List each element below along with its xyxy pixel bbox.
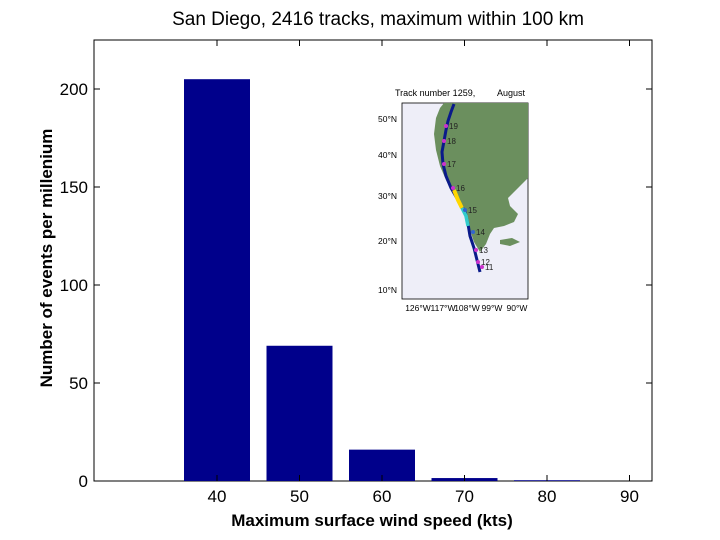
track-day-marker (451, 186, 455, 190)
bar-40 (184, 79, 250, 481)
track-day-marker (476, 260, 480, 264)
x-tick-label: 40 (208, 487, 227, 506)
inset-lon-label: 117°W (431, 303, 456, 313)
x-tick-label: 80 (538, 487, 557, 506)
inset-lat-label: 50°N (378, 114, 397, 124)
track-day-label: 17 (447, 160, 456, 169)
y-tick-label: 200 (60, 80, 88, 99)
y-tick-label: 0 (79, 472, 88, 491)
inset-lon-label: 126°W (405, 303, 431, 313)
track-day-marker (480, 265, 484, 269)
inset-map: Track number 1259, August 10°N 20°N 30°N 40… (350, 72, 540, 316)
y-tick-label: 100 (60, 276, 88, 295)
x-axis-label: Maximum surface wind speed (kts) (231, 511, 513, 530)
track-day-marker (442, 139, 446, 143)
track-day-marker (444, 124, 448, 128)
chart-title: San Diego, 2416 tracks, maximum within 1… (172, 9, 584, 30)
inset-island (500, 238, 520, 246)
track-day-label: 18 (447, 137, 456, 146)
track-day-marker (474, 248, 478, 252)
inset-lat-label: 30°N (378, 191, 397, 201)
track-day-label: 16 (456, 184, 465, 193)
track-day-label: 12 (481, 258, 490, 267)
inset-lon-label: 90°W (507, 303, 528, 313)
track-day-marker (471, 230, 475, 234)
track-day-marker (463, 208, 467, 212)
y-axis-label: Number of events per millenium (37, 129, 56, 388)
inset-title: Track number 1259, (395, 88, 475, 98)
track-day-label: 13 (479, 246, 488, 255)
inset-title-month: August (497, 88, 526, 98)
y-tick-label: 50 (69, 374, 88, 393)
x-tick-label: 70 (455, 487, 474, 506)
track-day-label: 11 (485, 263, 494, 272)
track-day-label: 15 (468, 206, 477, 215)
track-day-marker (442, 162, 446, 166)
bar-50 (266, 345, 333, 481)
inset-lat-label: 10°N (378, 285, 397, 295)
x-tick-label: 50 (290, 487, 309, 506)
x-tick-label: 60 (373, 487, 392, 506)
inset-land (402, 103, 528, 252)
track-day-label: 14 (476, 228, 485, 237)
inset-lat-label: 40°N (378, 150, 397, 160)
inset-lat-label: 20°N (378, 236, 397, 246)
storm-track-intense-segment (452, 189, 464, 209)
x-tick-label: 90 (620, 487, 639, 506)
inset-lon-label: 99°W (482, 303, 503, 313)
track-day-label: 19 (449, 122, 458, 131)
inset-lon-label: 108°W (454, 303, 480, 313)
y-tick-label: 150 (60, 178, 88, 197)
